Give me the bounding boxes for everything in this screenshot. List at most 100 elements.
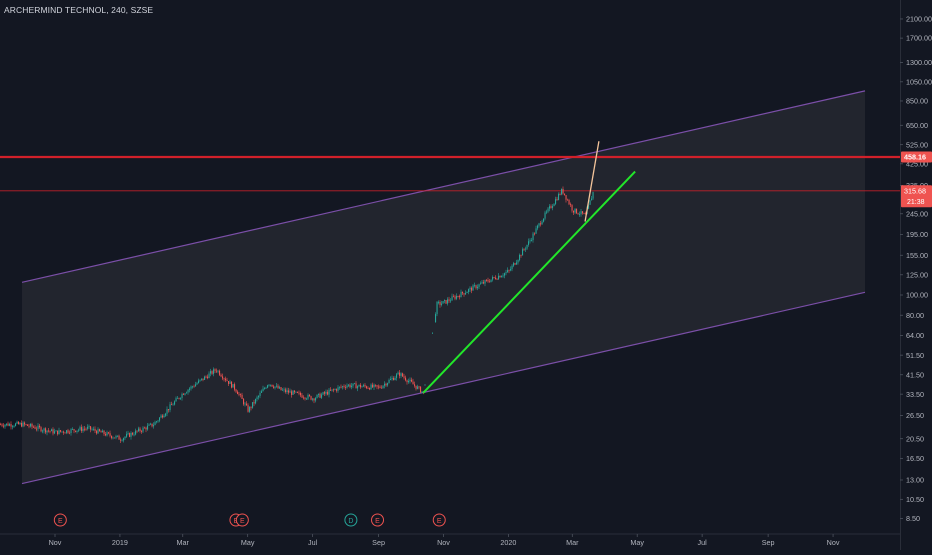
candle [507, 270, 509, 273]
candle [490, 279, 492, 282]
candle [454, 296, 456, 299]
candle [336, 389, 338, 391]
parallel-channel[interactable] [21, 90, 866, 485]
candle [472, 285, 474, 291]
candle [354, 383, 356, 385]
candle [64, 432, 66, 434]
candle [355, 383, 357, 389]
candle [187, 389, 189, 393]
candle [459, 296, 461, 298]
event-marker-circle[interactable] [53, 513, 67, 527]
candle [303, 397, 305, 399]
event-marker-label: E [375, 518, 380, 525]
candle [552, 206, 554, 208]
candle [265, 387, 267, 389]
candle [156, 421, 158, 423]
candle [85, 428, 87, 430]
time-axis[interactable]: Nov 2019 Mar May Jul Sep Nov 2020 Mar May Jul Sep No… [0, 533, 900, 550]
candle [241, 394, 243, 399]
time-axis-bg [0, 533, 900, 550]
candle [535, 228, 537, 234]
candle [510, 269, 512, 271]
candle [54, 431, 56, 434]
earnings-marker[interactable]: E [432, 513, 446, 527]
candle [246, 403, 248, 406]
x-tick-label: Nov [437, 538, 450, 547]
candle [180, 397, 182, 399]
candle [252, 402, 254, 408]
candle [546, 211, 548, 213]
candle [28, 425, 30, 427]
trendline-support[interactable] [422, 170, 636, 394]
candle [273, 386, 275, 388]
candle [324, 392, 326, 394]
candle [240, 394, 242, 396]
horizontal-lines[interactable] [0, 155, 900, 192]
earnings-marker[interactable]: E [235, 513, 249, 527]
event-marker-circle[interactable] [371, 513, 385, 527]
candle [415, 385, 417, 389]
candle [289, 391, 291, 393]
candle [337, 387, 339, 391]
candle [73, 429, 75, 431]
candle [259, 392, 261, 396]
candle [142, 427, 144, 432]
channel-upper-line[interactable] [21, 90, 866, 283]
candle [579, 214, 581, 215]
candle [219, 370, 221, 375]
candle [399, 372, 401, 376]
candle [157, 420, 159, 422]
candle [370, 384, 372, 390]
event-marker-circle[interactable] [432, 513, 446, 527]
candle [321, 394, 323, 398]
candle [477, 286, 479, 289]
candle [202, 378, 204, 380]
y-tick-label: 100.00 [906, 291, 928, 300]
candle [211, 371, 213, 374]
candle [88, 426, 90, 428]
candle [282, 389, 284, 391]
x-tick-label: Sep [762, 538, 775, 547]
candle [1, 424, 3, 426]
candle [79, 427, 81, 430]
candle [309, 394, 311, 397]
candle [106, 432, 108, 436]
trendline-steep[interactable] [584, 141, 600, 222]
candle [519, 254, 521, 260]
candle [394, 377, 396, 381]
candle [516, 262, 518, 265]
candle [186, 392, 188, 394]
candle [268, 384, 270, 386]
y-tick-label: 26.50 [906, 411, 924, 420]
y-tick-label: 41.50 [906, 370, 924, 379]
candle [103, 430, 105, 435]
candle [481, 282, 483, 284]
candle [76, 430, 78, 432]
candle [102, 430, 104, 433]
price-axis-bg [900, 0, 932, 550]
candle [534, 233, 536, 235]
candle [393, 378, 395, 381]
candle [217, 370, 219, 372]
earnings-marker[interactable]: E [371, 513, 385, 527]
candle [345, 387, 347, 388]
event-marker-circle[interactable] [235, 513, 249, 527]
candle [60, 430, 62, 432]
channel-lower-line[interactable] [21, 291, 866, 485]
candle [391, 378, 393, 380]
candle [438, 301, 440, 303]
candle [163, 415, 165, 418]
candle [45, 428, 47, 433]
y-tick-label: 525.00 [906, 140, 928, 149]
candle [256, 397, 258, 400]
earnings-marker[interactable]: E [53, 513, 67, 527]
event-marker-circle[interactable] [344, 513, 358, 527]
candle [91, 429, 93, 431]
trendlines[interactable] [422, 141, 636, 394]
x-tick-label: Jul [308, 538, 318, 547]
dividend-marker[interactable]: D [344, 513, 358, 527]
price-axis[interactable]: 2100.00 1700.00 1300.00 1050.00 850.00 650.00… [900, 0, 932, 550]
